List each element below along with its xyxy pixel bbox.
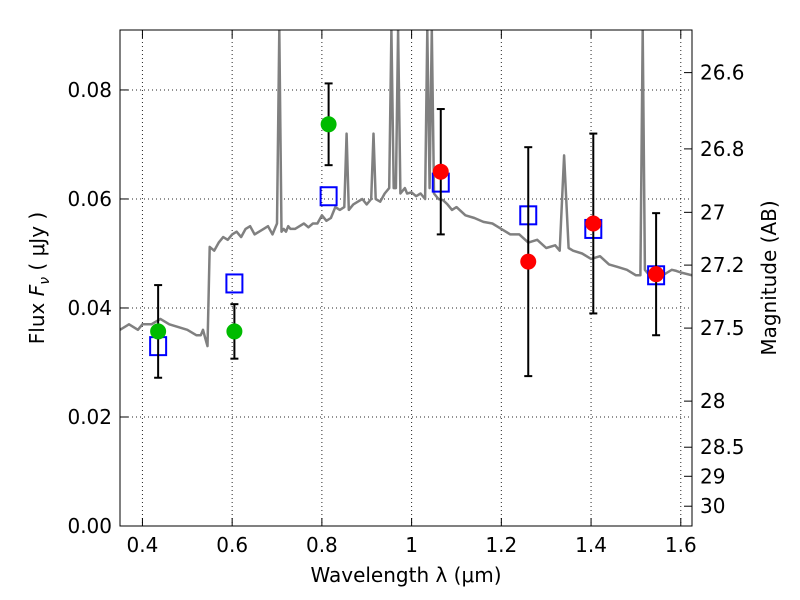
model-photometry-square bbox=[319, 186, 338, 207]
plot-frame bbox=[119, 29, 693, 527]
observed-optical-point bbox=[226, 323, 243, 340]
magnitude-tick-label: 30 bbox=[700, 494, 725, 518]
axis-ticks: 0.4 0.6 0.8 1 1.2 1.4 1.6 0.00 0.02 0.04 0.06 0.08 2… bbox=[67, 30, 745, 557]
data-markers-layer bbox=[149, 82, 666, 379]
y-tick-label: 0.04 bbox=[67, 296, 112, 320]
x-tick-label: 0.4 bbox=[127, 533, 159, 557]
model-spectrum-line bbox=[120, 30, 692, 348]
magnitude-tick-label: 27 bbox=[700, 200, 725, 224]
y-label-subscript: ν bbox=[37, 277, 53, 285]
y-label-prefix: Flux bbox=[25, 296, 49, 344]
magnitude-tick-label: 27.2 bbox=[700, 253, 745, 277]
x-axis-label: Wavelength λ (μm) bbox=[310, 563, 501, 587]
y-label-unit: ( μJy ) bbox=[25, 212, 49, 277]
observed-optical-point bbox=[150, 323, 167, 340]
x-tick-label: 1.2 bbox=[485, 533, 517, 557]
y-tick-label: 0.00 bbox=[67, 514, 112, 538]
x-tick-label: 0.6 bbox=[216, 533, 248, 557]
observed-nir-point bbox=[520, 253, 537, 270]
y-tick-label: 0.02 bbox=[67, 405, 112, 429]
model-photometry-square bbox=[225, 273, 244, 294]
y-tick-label: 0.08 bbox=[67, 78, 112, 102]
y-label-symbol: F bbox=[25, 284, 49, 296]
magnitude-tick-label: 27.5 bbox=[700, 316, 745, 340]
y-tick-label: 0.06 bbox=[67, 187, 112, 211]
magnitude-tick-label: 28 bbox=[700, 389, 725, 413]
x-tick-label: 1.6 bbox=[665, 533, 697, 557]
magnitude-tick-label: 29 bbox=[700, 464, 725, 488]
observed-nir-point bbox=[585, 215, 602, 232]
magnitude-tick-label: 26.8 bbox=[700, 137, 745, 161]
observed-nir-point bbox=[648, 266, 665, 283]
x-tick-label: 1.4 bbox=[575, 533, 607, 557]
y-axis-label-left: Flux Fν ( μJy ) bbox=[25, 212, 53, 344]
x-tick-label: 0.8 bbox=[306, 533, 338, 557]
magnitude-tick-label: 28.5 bbox=[700, 435, 745, 459]
grid-lines bbox=[120, 30, 692, 527]
y-axis-label-right: Magnitude (AB) bbox=[757, 200, 781, 355]
observed-optical-point bbox=[320, 116, 337, 133]
x-tick-label: 1 bbox=[405, 533, 418, 557]
magnitude-tick-label: 26.6 bbox=[700, 61, 745, 85]
model-spectrum-layer bbox=[120, 30, 692, 348]
observed-nir-point bbox=[432, 163, 449, 180]
